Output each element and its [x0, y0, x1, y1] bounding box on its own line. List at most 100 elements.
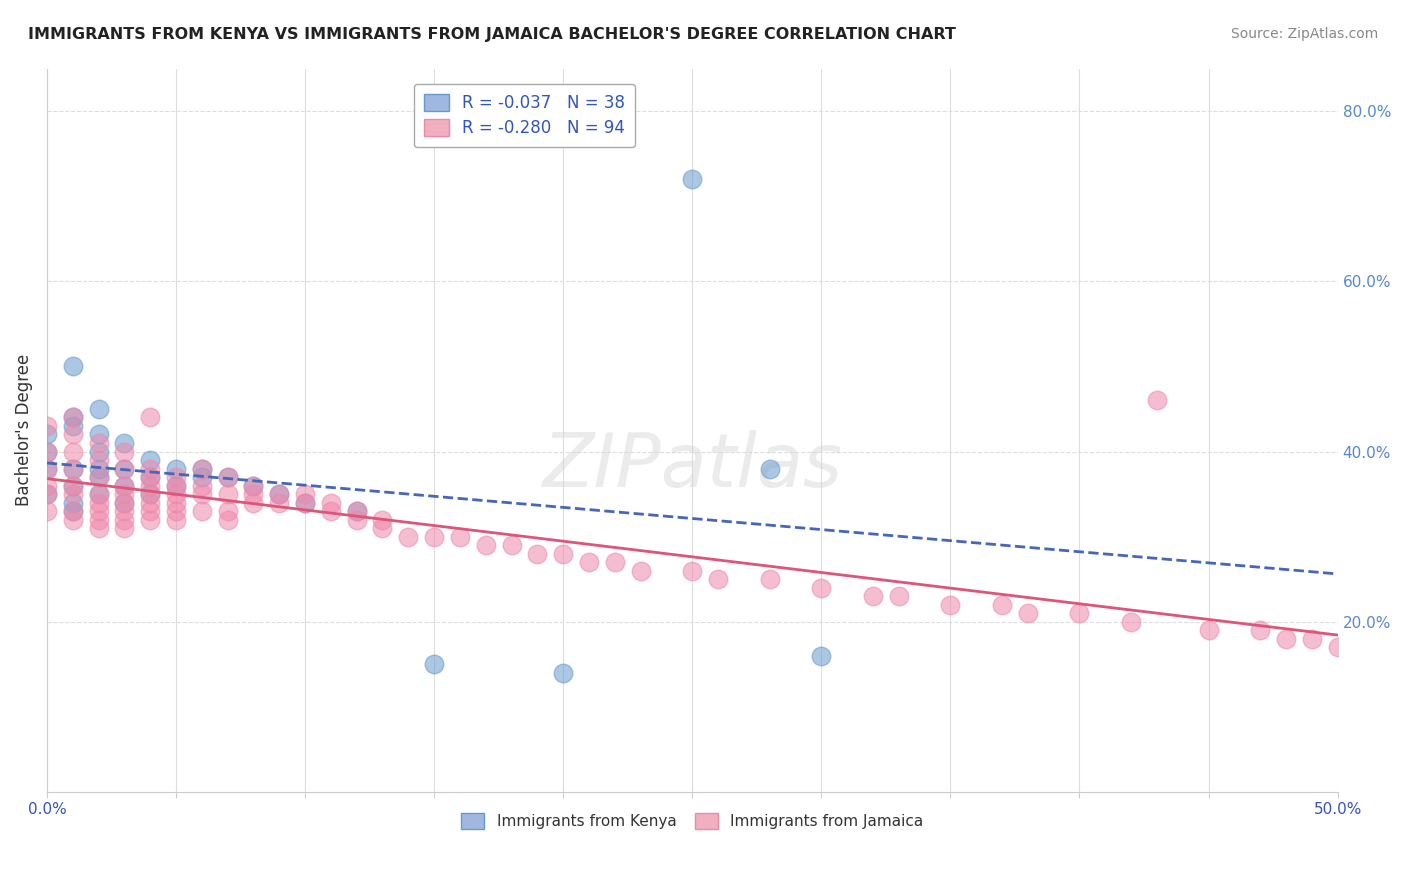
Text: ZIPatlas: ZIPatlas [543, 431, 842, 502]
Point [112, 513, 135, 527]
Point [35, 444, 58, 458]
Point [449, 530, 471, 544]
Point [35, 444, 58, 458]
Point [474, 538, 496, 552]
Point [165, 478, 187, 492]
Point [62, 444, 84, 458]
Point [346, 504, 368, 518]
Point [165, 461, 187, 475]
Point [87, 487, 110, 501]
Point [139, 487, 162, 501]
Point [112, 495, 135, 509]
Point [62, 419, 84, 434]
Point [87, 470, 110, 484]
Point [35, 419, 58, 434]
Point [217, 504, 239, 518]
Point [939, 598, 962, 612]
Point [294, 495, 316, 509]
Point [62, 410, 84, 425]
Point [242, 478, 264, 492]
Point [396, 530, 419, 544]
Point [191, 470, 214, 484]
Point [139, 461, 162, 475]
Point [87, 453, 110, 467]
Point [294, 487, 316, 501]
Point [346, 513, 368, 527]
Point [87, 436, 110, 450]
Point [35, 461, 58, 475]
Point [35, 461, 58, 475]
Point [191, 461, 214, 475]
Point [62, 427, 84, 442]
Point [165, 470, 187, 484]
Point [423, 530, 446, 544]
Point [165, 487, 187, 501]
Point [112, 478, 135, 492]
Point [87, 495, 110, 509]
Point [165, 495, 187, 509]
Point [165, 478, 187, 492]
Point [87, 461, 110, 475]
Point [1198, 624, 1220, 638]
Point [87, 487, 110, 501]
Point [62, 461, 84, 475]
Point [578, 555, 600, 569]
Point [707, 572, 730, 586]
Point [87, 470, 110, 484]
Point [87, 504, 110, 518]
Point [862, 589, 884, 603]
Point [139, 504, 162, 518]
Point [165, 504, 187, 518]
Point [139, 453, 162, 467]
Point [112, 461, 135, 475]
Point [1275, 632, 1298, 646]
Point [139, 410, 162, 425]
Point [62, 513, 84, 527]
Point [139, 513, 162, 527]
Point [62, 487, 84, 501]
Point [139, 495, 162, 509]
Point [1069, 606, 1091, 620]
Point [681, 172, 703, 186]
Point [112, 478, 135, 492]
Point [217, 470, 239, 484]
Point [269, 487, 291, 501]
Point [242, 478, 264, 492]
Point [35, 504, 58, 518]
Point [139, 478, 162, 492]
Point [553, 547, 575, 561]
Legend: Immigrants from Kenya, Immigrants from Jamaica: Immigrants from Kenya, Immigrants from J… [456, 806, 929, 835]
Point [139, 470, 162, 484]
Point [1326, 640, 1348, 655]
Point [294, 495, 316, 509]
Point [1249, 624, 1271, 638]
Point [319, 504, 342, 518]
Point [62, 504, 84, 518]
Point [217, 470, 239, 484]
Point [1301, 632, 1323, 646]
Point [112, 436, 135, 450]
Point [269, 487, 291, 501]
Text: Source: ZipAtlas.com: Source: ZipAtlas.com [1230, 27, 1378, 41]
Point [810, 648, 832, 663]
Point [62, 359, 84, 374]
Point [87, 444, 110, 458]
Point [526, 547, 548, 561]
Point [87, 427, 110, 442]
Point [35, 427, 58, 442]
Point [35, 478, 58, 492]
Point [191, 461, 214, 475]
Point [35, 487, 58, 501]
Point [681, 564, 703, 578]
Point [112, 461, 135, 475]
Point [87, 513, 110, 527]
Point [1017, 606, 1039, 620]
Point [501, 538, 523, 552]
Point [1119, 615, 1142, 629]
Point [62, 495, 84, 509]
Point [62, 478, 84, 492]
Point [62, 504, 84, 518]
Point [242, 495, 264, 509]
Point [217, 487, 239, 501]
Point [87, 521, 110, 535]
